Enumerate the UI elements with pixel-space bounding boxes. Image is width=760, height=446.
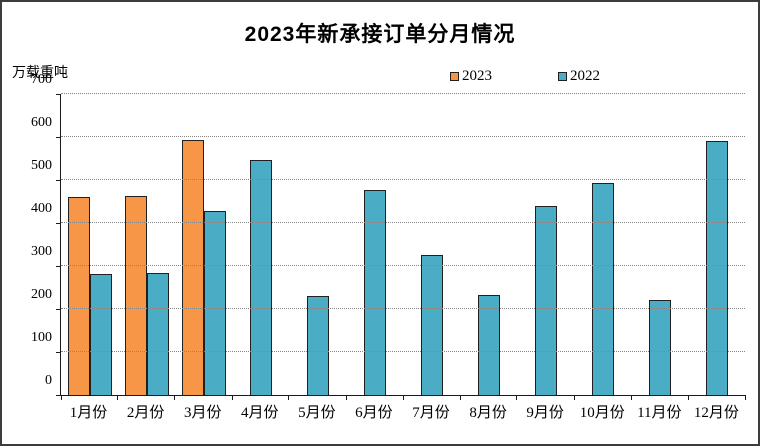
- x-axis-tick: [345, 395, 347, 400]
- bar-2022-10月份: [591, 183, 614, 395]
- x-axis-tick: [117, 395, 119, 400]
- bar-2022-2月份: [146, 273, 169, 395]
- y-axis-tick: [56, 179, 61, 181]
- plot-area: 0 100 200 300 400 500 600 700: [31, 73, 746, 400]
- y-axis-label-400: 400: [31, 201, 52, 216]
- bar-2022-7月份: [420, 254, 443, 395]
- y-axis-tick: [56, 394, 61, 396]
- x-axis-tick: [516, 395, 518, 400]
- gridline-100: [61, 351, 745, 352]
- gridline-300: [61, 265, 745, 266]
- x-axis-tick: [459, 395, 461, 400]
- y-axis-unit-label: 万载重吨: [12, 66, 68, 81]
- x-axis-label-4月份: 4月份: [241, 405, 279, 421]
- bar-group-7月份: [403, 94, 460, 395]
- gridline-500: [61, 179, 745, 180]
- bar-2022-11月份: [648, 300, 671, 395]
- bar-group-5月份: [289, 94, 346, 395]
- bar-2023-2月份: [124, 196, 147, 395]
- y-axis-label-600: 600: [31, 115, 52, 130]
- bar-group-11月份: [631, 94, 688, 395]
- bar-2022-12月份: [705, 140, 728, 395]
- y-axis-label-0: 0: [45, 373, 52, 388]
- x-axis-tick: [630, 395, 632, 400]
- bar-2022-3月份: [203, 210, 226, 395]
- x-axis-tick: [573, 395, 575, 400]
- legend-swatch-2023-icon: [450, 72, 459, 81]
- bar-group-4月份: [232, 94, 289, 395]
- bar-2022-5月份: [306, 296, 329, 395]
- x-axis-label-7月份: 7月份: [412, 405, 450, 421]
- x-axis-tick: [744, 395, 746, 400]
- x-axis-tick: [60, 395, 62, 400]
- legend-label-2023: 2023: [462, 68, 492, 84]
- y-axis-label-300: 300: [31, 244, 52, 259]
- bar-group-2月份: [118, 94, 175, 395]
- x-axis-label-8月份: 8月份: [469, 405, 507, 421]
- bar-group-3月份: [175, 94, 232, 395]
- bar-groups: [61, 94, 745, 395]
- bar-group-10月份: [574, 94, 631, 395]
- legend-swatch-2022-icon: [558, 72, 567, 81]
- y-axis-label-100: 100: [31, 330, 52, 345]
- gridline-400: [61, 222, 745, 223]
- x-axis-label-3月份: 3月份: [183, 405, 222, 421]
- bar-2022-6月份: [363, 189, 386, 395]
- x-axis-label-11月份: 11月份: [637, 405, 682, 421]
- bar-2022-1月份: [89, 274, 112, 395]
- y-axis-label-500: 500: [31, 158, 52, 173]
- y-axis-label-200: 200: [31, 287, 52, 302]
- bar-group-1月份: [61, 94, 118, 395]
- x-axis-labels: 1月份 2月份 3月份 4月份 5月份 6月份 7月份 8月份 9月份 10月份 11月份 12月份: [60, 401, 745, 422]
- gridline-700: [61, 93, 745, 94]
- x-axis-label-6月份: 6月份: [355, 405, 393, 421]
- gridline-600: [61, 136, 745, 137]
- y-axis-tick: [56, 136, 61, 138]
- chart-title: 2023年新承接订单分月情况: [244, 23, 516, 46]
- x-axis-tick: [687, 395, 689, 400]
- x-axis-label-12月份: 12月份: [693, 405, 739, 421]
- x-axis-label-2月份: 2月份: [126, 405, 165, 421]
- y-axis-tick: [56, 222, 61, 224]
- x-axis-tick: [231, 395, 233, 400]
- x-axis-label-1月份: 1月份: [69, 405, 108, 421]
- bar-group-8月份: [460, 94, 517, 395]
- x-axis-label-9月份: 9月份: [526, 405, 564, 421]
- bar-2022-4月份: [249, 160, 272, 395]
- bar-group-12月份: [688, 94, 745, 395]
- legend-label-2022: 2022: [570, 68, 600, 84]
- bar-group-9月份: [517, 94, 574, 395]
- y-axis-tick: [56, 93, 61, 95]
- x-axis-label-5月份: 5月份: [298, 405, 336, 421]
- bar-group-6月份: [346, 94, 403, 395]
- x-axis-tick: [288, 395, 290, 400]
- x-axis-tick: [402, 395, 404, 400]
- bar-2022-8月份: [477, 295, 500, 395]
- legend-item-2022: 2022: [558, 68, 600, 85]
- y-axis-label-700: 700: [31, 72, 52, 87]
- y-axis-tick: [56, 308, 61, 310]
- x-axis-label-10月份: 10月份: [579, 405, 625, 421]
- bar-2023-3月份: [181, 140, 204, 395]
- legend-item-2023: 2023: [450, 68, 492, 85]
- legend: 2023 2022: [450, 68, 600, 85]
- y-axis-tick: [56, 351, 61, 353]
- x-axis-tick: [174, 395, 176, 400]
- gridline-200: [61, 308, 745, 309]
- bar-2023-1月份: [67, 197, 90, 395]
- bar-2022-9月份: [534, 205, 557, 395]
- y-axis-tick: [56, 265, 61, 267]
